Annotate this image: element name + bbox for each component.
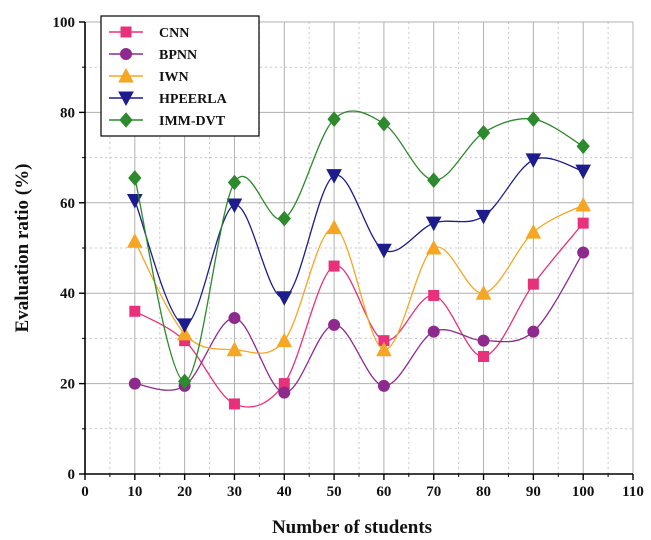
data-point-imm-dvt (177, 373, 192, 390)
legend-label: BPNN (159, 48, 197, 63)
series-hpeerla (126, 153, 592, 333)
data-point-bpnn (527, 325, 540, 338)
data-point-bpnn (328, 318, 341, 331)
data-point-cnn (228, 398, 240, 410)
data-point-cnn (428, 289, 440, 301)
data-point-imm-dvt (476, 124, 491, 141)
legend-label: HPEERLA (159, 92, 228, 107)
legend-item-cnn: CNN (109, 26, 189, 41)
data-point-bpnn (477, 334, 490, 347)
data-point-bpnn (278, 386, 291, 399)
legend-item-imm-dvt: IMM-DVT (109, 112, 226, 129)
data-point-imm-dvt (327, 111, 341, 127)
series-bpnn (128, 246, 590, 399)
series-line-cnn (134, 222, 584, 408)
data-point-hpeerla (475, 209, 492, 225)
data-point-imm-dvt (576, 138, 590, 155)
legend-label: IMM-DVT (159, 114, 226, 129)
data-point-cnn (577, 217, 589, 229)
data-point-imm-dvt (227, 174, 242, 191)
legend-marker (119, 112, 133, 128)
legend-label: CNN (159, 26, 189, 41)
data-point-bpnn (228, 312, 241, 325)
x-tick-label: 40 (277, 484, 292, 500)
data-point-bpnn (577, 246, 590, 259)
data-point-imm-dvt (526, 111, 541, 127)
x-tick-label: 50 (327, 484, 342, 500)
legend-item-hpeerla: HPEERLA (109, 91, 228, 107)
x-tick-label: 60 (376, 484, 391, 500)
x-tick-label: 100 (572, 484, 595, 500)
data-point-bpnn (427, 325, 440, 338)
data-point-imm-dvt (277, 210, 291, 227)
legend-item-bpnn: BPNN (109, 48, 197, 63)
x-tick-label: 70 (426, 484, 441, 500)
y-tick-label: 80 (60, 105, 75, 121)
data-point-hpeerla (176, 318, 193, 333)
data-point-bpnn (128, 377, 141, 390)
data-point-cnn (478, 350, 490, 362)
data-point-hpeerla (525, 153, 542, 168)
data-point-iwn (475, 285, 492, 300)
series-line-iwn (134, 204, 584, 354)
legend-marker (120, 26, 132, 38)
series-layer (126, 110, 592, 410)
data-point-hpeerla (425, 216, 442, 232)
data-point-hpeerla (575, 164, 592, 180)
x-tick-label: 30 (227, 484, 242, 500)
data-point-iwn (525, 224, 542, 239)
series-imm-dvt (128, 110, 590, 390)
data-point-cnn (328, 260, 340, 272)
data-point-hpeerla (226, 198, 243, 214)
data-point-iwn (226, 341, 243, 357)
x-tick-label: 10 (127, 484, 142, 500)
x-tick-label: 0 (81, 484, 89, 500)
data-point-imm-dvt (427, 172, 441, 188)
data-point-imm-dvt (128, 170, 142, 186)
axes: 0 10 20 30 40 50 60 70 80 90 100 110 0 20 40 60 80 100 (53, 15, 644, 500)
series-iwn (126, 197, 592, 357)
x-axis-title: Number of students (272, 517, 432, 538)
data-point-cnn (129, 305, 141, 317)
data-point-iwn (376, 341, 392, 357)
x-tick-label: 110 (622, 484, 644, 500)
data-point-iwn (425, 239, 442, 255)
data-point-iwn (126, 233, 143, 248)
legend-marker (120, 48, 132, 60)
data-point-iwn (176, 325, 193, 341)
y-tick-label: 100 (53, 15, 76, 31)
legend-marker (118, 67, 134, 83)
data-point-iwn (276, 332, 293, 348)
y-tick-label: 40 (60, 286, 75, 302)
y-tick-label: 60 (60, 196, 75, 212)
y-tick-label: 0 (68, 467, 76, 483)
legend-item-iwn: IWN (109, 67, 189, 85)
legend-label: IWN (159, 70, 189, 85)
legend-marker (118, 91, 134, 107)
x-tick-label: 90 (526, 484, 541, 500)
data-point-bpnn (377, 379, 390, 392)
y-tick-label: 20 (60, 377, 75, 393)
series-line-bpnn (134, 252, 584, 394)
data-point-iwn (326, 219, 342, 235)
data-point-imm-dvt (377, 115, 391, 132)
x-tick-label: 20 (177, 484, 192, 500)
x-tick-label: 80 (476, 484, 491, 500)
legend: CNN BPNN IWN HPEERLA IMM-DVT (100, 15, 260, 137)
y-axis-title: Evaluation ratio (%) (12, 164, 33, 333)
data-point-hpeerla (376, 243, 392, 259)
data-point-iwn (575, 197, 592, 212)
data-point-hpeerla (326, 169, 342, 184)
data-point-hpeerla (276, 291, 293, 306)
data-point-cnn (527, 278, 539, 290)
